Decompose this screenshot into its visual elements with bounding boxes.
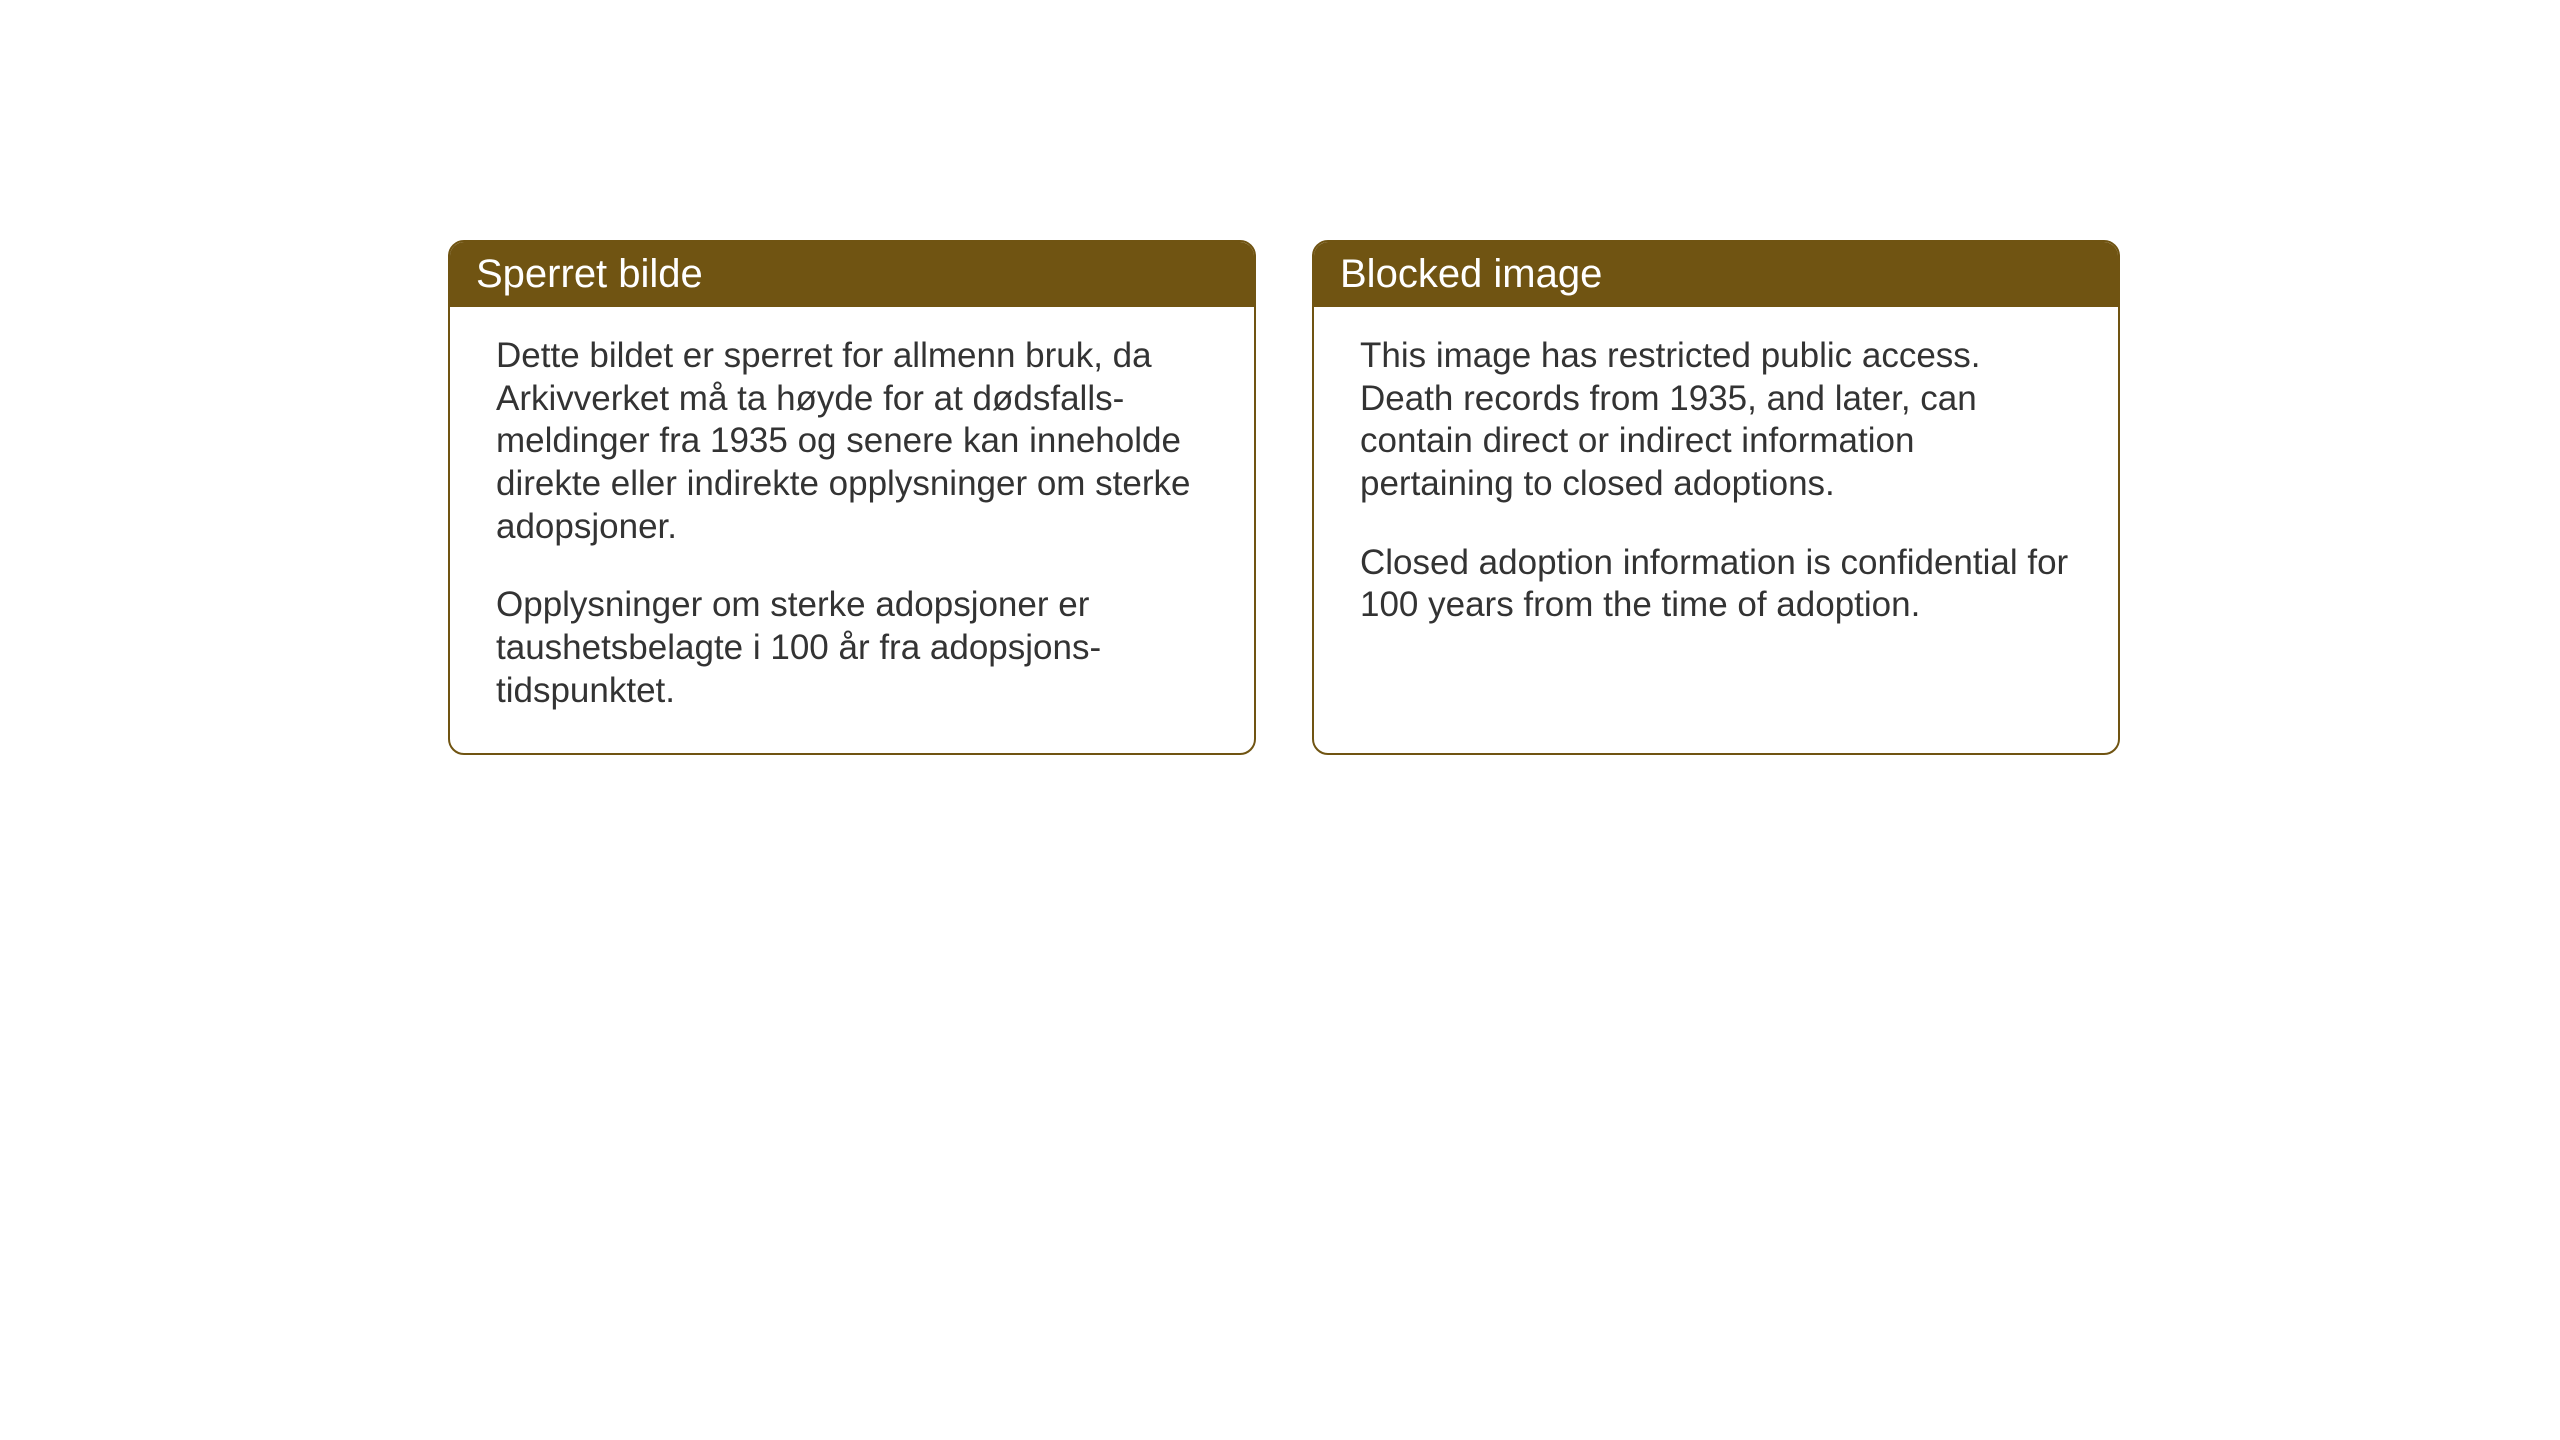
info-box-title-norwegian: Sperret bilde bbox=[476, 252, 703, 296]
info-paragraph-english-1: This image has restricted public access.… bbox=[1360, 335, 2072, 506]
info-boxes-container: Sperret bilde Dette bildet er sperret fo… bbox=[448, 240, 2120, 755]
info-box-body-english: This image has restricted public access.… bbox=[1314, 307, 2118, 667]
info-box-norwegian: Sperret bilde Dette bildet er sperret fo… bbox=[448, 240, 1256, 755]
info-box-body-norwegian: Dette bildet er sperret for allmenn bruk… bbox=[450, 307, 1254, 753]
info-box-english: Blocked image This image has restricted … bbox=[1312, 240, 2120, 755]
info-box-header-english: Blocked image bbox=[1314, 242, 2118, 307]
info-paragraph-english-2: Closed adoption information is confident… bbox=[1360, 542, 2072, 627]
info-paragraph-norwegian-2: Opplysninger om sterke adopsjoner er tau… bbox=[496, 584, 1208, 712]
info-box-header-norwegian: Sperret bilde bbox=[450, 242, 1254, 307]
info-box-title-english: Blocked image bbox=[1340, 252, 1602, 296]
info-paragraph-norwegian-1: Dette bildet er sperret for allmenn bruk… bbox=[496, 335, 1208, 548]
